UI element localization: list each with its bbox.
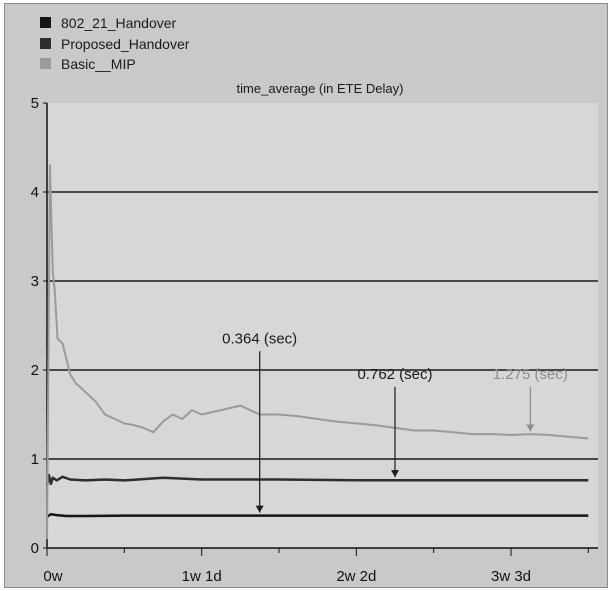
y-tick-label: 1 bbox=[31, 451, 39, 468]
series-line-802-21-handover bbox=[46, 512, 589, 518]
legend-label-basic-mip: Basic__MIP bbox=[61, 56, 136, 72]
annotation-arrow-head bbox=[391, 470, 399, 478]
legend-swatch-proposed bbox=[40, 38, 51, 49]
x-tick-label: 0w bbox=[43, 568, 62, 585]
annotations: 0.364 (sec) 0.762 (sec) 1.275 (sec) bbox=[222, 330, 568, 513]
annotation-arrow-head bbox=[255, 505, 264, 513]
legend-label-proposed: Proposed_Handover bbox=[61, 36, 190, 52]
series-line-proposed-handover bbox=[45, 473, 589, 486]
x-tick-label: 3w 3d bbox=[491, 568, 531, 585]
legend-swatch-basic-mip bbox=[40, 58, 51, 69]
y-tick-label: 5 bbox=[31, 95, 39, 112]
chart-title: time_average (in ETE Delay) bbox=[237, 81, 404, 96]
series-lines bbox=[45, 164, 589, 540]
legend: 802_21_Handover Proposed_Handover Basic_… bbox=[40, 15, 190, 72]
annotation-label: 0.364 (sec) bbox=[222, 330, 297, 347]
plot-area bbox=[47, 103, 598, 548]
legend-label-802-21: 802_21_Handover bbox=[61, 15, 177, 31]
y-tick-label: 4 bbox=[31, 184, 39, 201]
annotation-label: 1.275 (sec) bbox=[493, 366, 568, 383]
grid-lines bbox=[47, 191, 598, 460]
annotation-label: 0.762 (sec) bbox=[357, 366, 432, 383]
annotation-arrow-head bbox=[526, 424, 535, 432]
axes: 0 1 2 3 4 5 0w 1w 1d 2w 2d 3w 3d bbox=[31, 95, 598, 585]
series-line-basic-mip bbox=[46, 164, 589, 540]
x-tick-label: 2w 2d bbox=[336, 568, 376, 585]
y-tick-label: 2 bbox=[31, 362, 39, 379]
y-tick-label: 0 bbox=[31, 540, 39, 557]
y-tick-label: 3 bbox=[31, 273, 39, 290]
legend-swatch-802-21 bbox=[40, 17, 51, 28]
x-tick-label: 1w 1d bbox=[182, 568, 222, 585]
